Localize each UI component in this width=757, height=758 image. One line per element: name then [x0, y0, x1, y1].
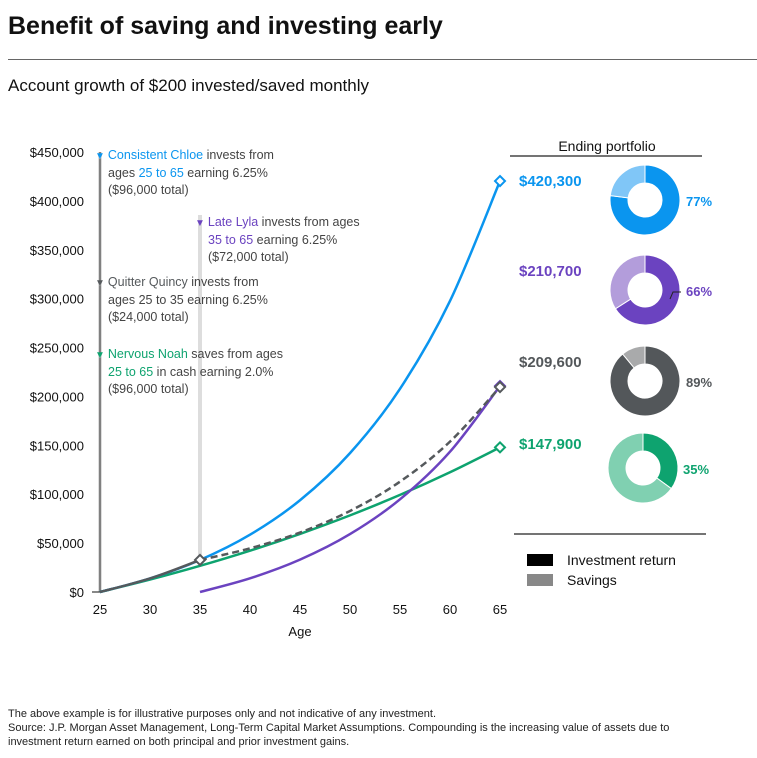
footnotes: The above example is for illustrative pu… [8, 707, 669, 749]
end-point-marker [493, 174, 507, 188]
annotation-consistent-chloe: ▼ Consistent Chloe invests from ages 25 t… [95, 147, 274, 199]
annotation-range: 35 to 65 [208, 233, 254, 247]
x-tick-label: 40 [243, 602, 257, 617]
ending-value-label: $420,300 [519, 173, 582, 190]
donut-slice-savings [621, 345, 646, 369]
donut-slice-savings [607, 432, 673, 504]
annotation-text: earning 6.25% [183, 166, 268, 180]
x-tick-label: 45 [293, 602, 307, 617]
series-line-quitter-quincy-after-35 [199, 386, 501, 562]
annotation-range: 25 to 65 [138, 166, 184, 180]
series-line-late-lyla [199, 385, 501, 594]
donut-slice-investment-return [609, 345, 681, 417]
end-point-marker [493, 380, 507, 394]
donut-slice-savings [609, 254, 646, 310]
footnote: Source: J.P. Morgan Asset Management, Lo… [8, 722, 670, 734]
chart-subtitle: Account growth of $200 invested/saved mo… [8, 76, 369, 95]
ending-value-label: $209,600 [519, 354, 582, 371]
triangle-down-icon: ▼ [95, 278, 105, 289]
annotation-text: ages [108, 166, 139, 180]
page-title: Benefit of saving and investing early [8, 12, 443, 40]
legend-swatch [527, 554, 553, 566]
annotation-name: Nervous Noah [107, 347, 188, 361]
annotation-name: Late Lyla [207, 215, 259, 229]
annotation-quitter-quincy: ▼ Quitter Quincy invests from ages 25 to … [95, 274, 268, 326]
annotation-nervous-noah: ▼ Nervous Noah saves from ages 25 to 65 i… [95, 346, 283, 398]
x-tick-label: 60 [443, 602, 457, 617]
annotation-text: earning 6.25% [253, 233, 338, 247]
percent-label: 35% [683, 462, 709, 477]
annotation-range: 25 to 65 [108, 365, 154, 379]
annotation-text: invests from [187, 275, 259, 289]
y-tick-label: $200,000 [30, 389, 84, 404]
x-tick-label: 35 [193, 602, 207, 617]
annotation-text: invests from ages [258, 215, 360, 229]
legend-item-investment-return: Investment return [527, 552, 676, 568]
annotation-total: ($72,000 total) [208, 250, 289, 264]
donut-slice-investment-return [609, 164, 681, 236]
footnote: investment return earned on both princip… [8, 736, 350, 748]
annotation-total: ($24,000 total) [108, 310, 189, 324]
triangle-down-icon: ▼ [95, 350, 105, 361]
chart: $0 $50,000 $100,000 $150,000 $200,000 $250,00… [30, 138, 713, 639]
donut-slice-savings [609, 164, 646, 199]
footnote: The above example is for illustrative pu… [8, 708, 437, 720]
annotation-text: in cash earning 2.0% [153, 365, 274, 379]
x-tick-label: 50 [343, 602, 357, 617]
x-tick-label: 30 [143, 602, 157, 617]
x-axis-label: Age [288, 624, 311, 639]
y-tick-label: $150,000 [30, 438, 84, 453]
leader-line [669, 291, 681, 300]
y-tick-label: $0 [70, 585, 84, 600]
annotation-text: invests from [203, 148, 274, 162]
annotation-name: Consistent Chloe [107, 148, 204, 162]
percent-label: 66% [686, 284, 712, 299]
percent-label: 77% [686, 194, 712, 209]
annotation-total: ($96,000 total) [108, 382, 189, 396]
point-marker [193, 553, 207, 567]
y-tick-label: $450,000 [30, 145, 84, 160]
percent-label: 89% [686, 375, 712, 390]
legend-item-savings: Savings [527, 572, 617, 588]
annotation-late-lyla: ▼ Late Lyla invests from ages 35 to 65 ea… [195, 214, 360, 266]
triangle-down-icon: ▼ [195, 218, 205, 229]
y-tick-label: $400,000 [30, 194, 84, 209]
triangle-down-icon: ▼ [95, 151, 105, 162]
x-tick-label: 55 [393, 602, 407, 617]
y-tick-label: $250,000 [30, 341, 84, 356]
annotation-text: ages 25 to 35 earning 6.25% [108, 293, 268, 307]
end-point-marker [493, 440, 507, 454]
title-divider [8, 59, 757, 60]
donut-slice-investment-return [642, 432, 679, 490]
y-tick-label: $50,000 [37, 536, 84, 551]
donut-slice-investment-return [614, 254, 681, 326]
legend-label: Investment return [567, 552, 676, 568]
y-tick-label: $350,000 [30, 243, 84, 258]
ending-portfolio-title: Ending portfolio [558, 138, 656, 154]
ending-value-label: $210,700 [519, 263, 582, 280]
annotation-total: ($96,000 total) [108, 183, 189, 197]
annotation-text: saves from ages [187, 347, 283, 361]
legend-label: Savings [567, 572, 617, 588]
series-line-nervous-noah [99, 446, 501, 594]
ending-value-label: $147,900 [519, 436, 582, 453]
legend-swatch [527, 574, 553, 586]
annotation-name: Quitter Quincy [107, 275, 188, 289]
series-line-quitter-quincy [99, 558, 201, 594]
y-tick-label: $100,000 [30, 487, 84, 502]
x-tick-label: 25 [93, 602, 107, 617]
x-tick-label: 65 [493, 602, 507, 617]
y-tick-label: $300,000 [30, 292, 84, 307]
